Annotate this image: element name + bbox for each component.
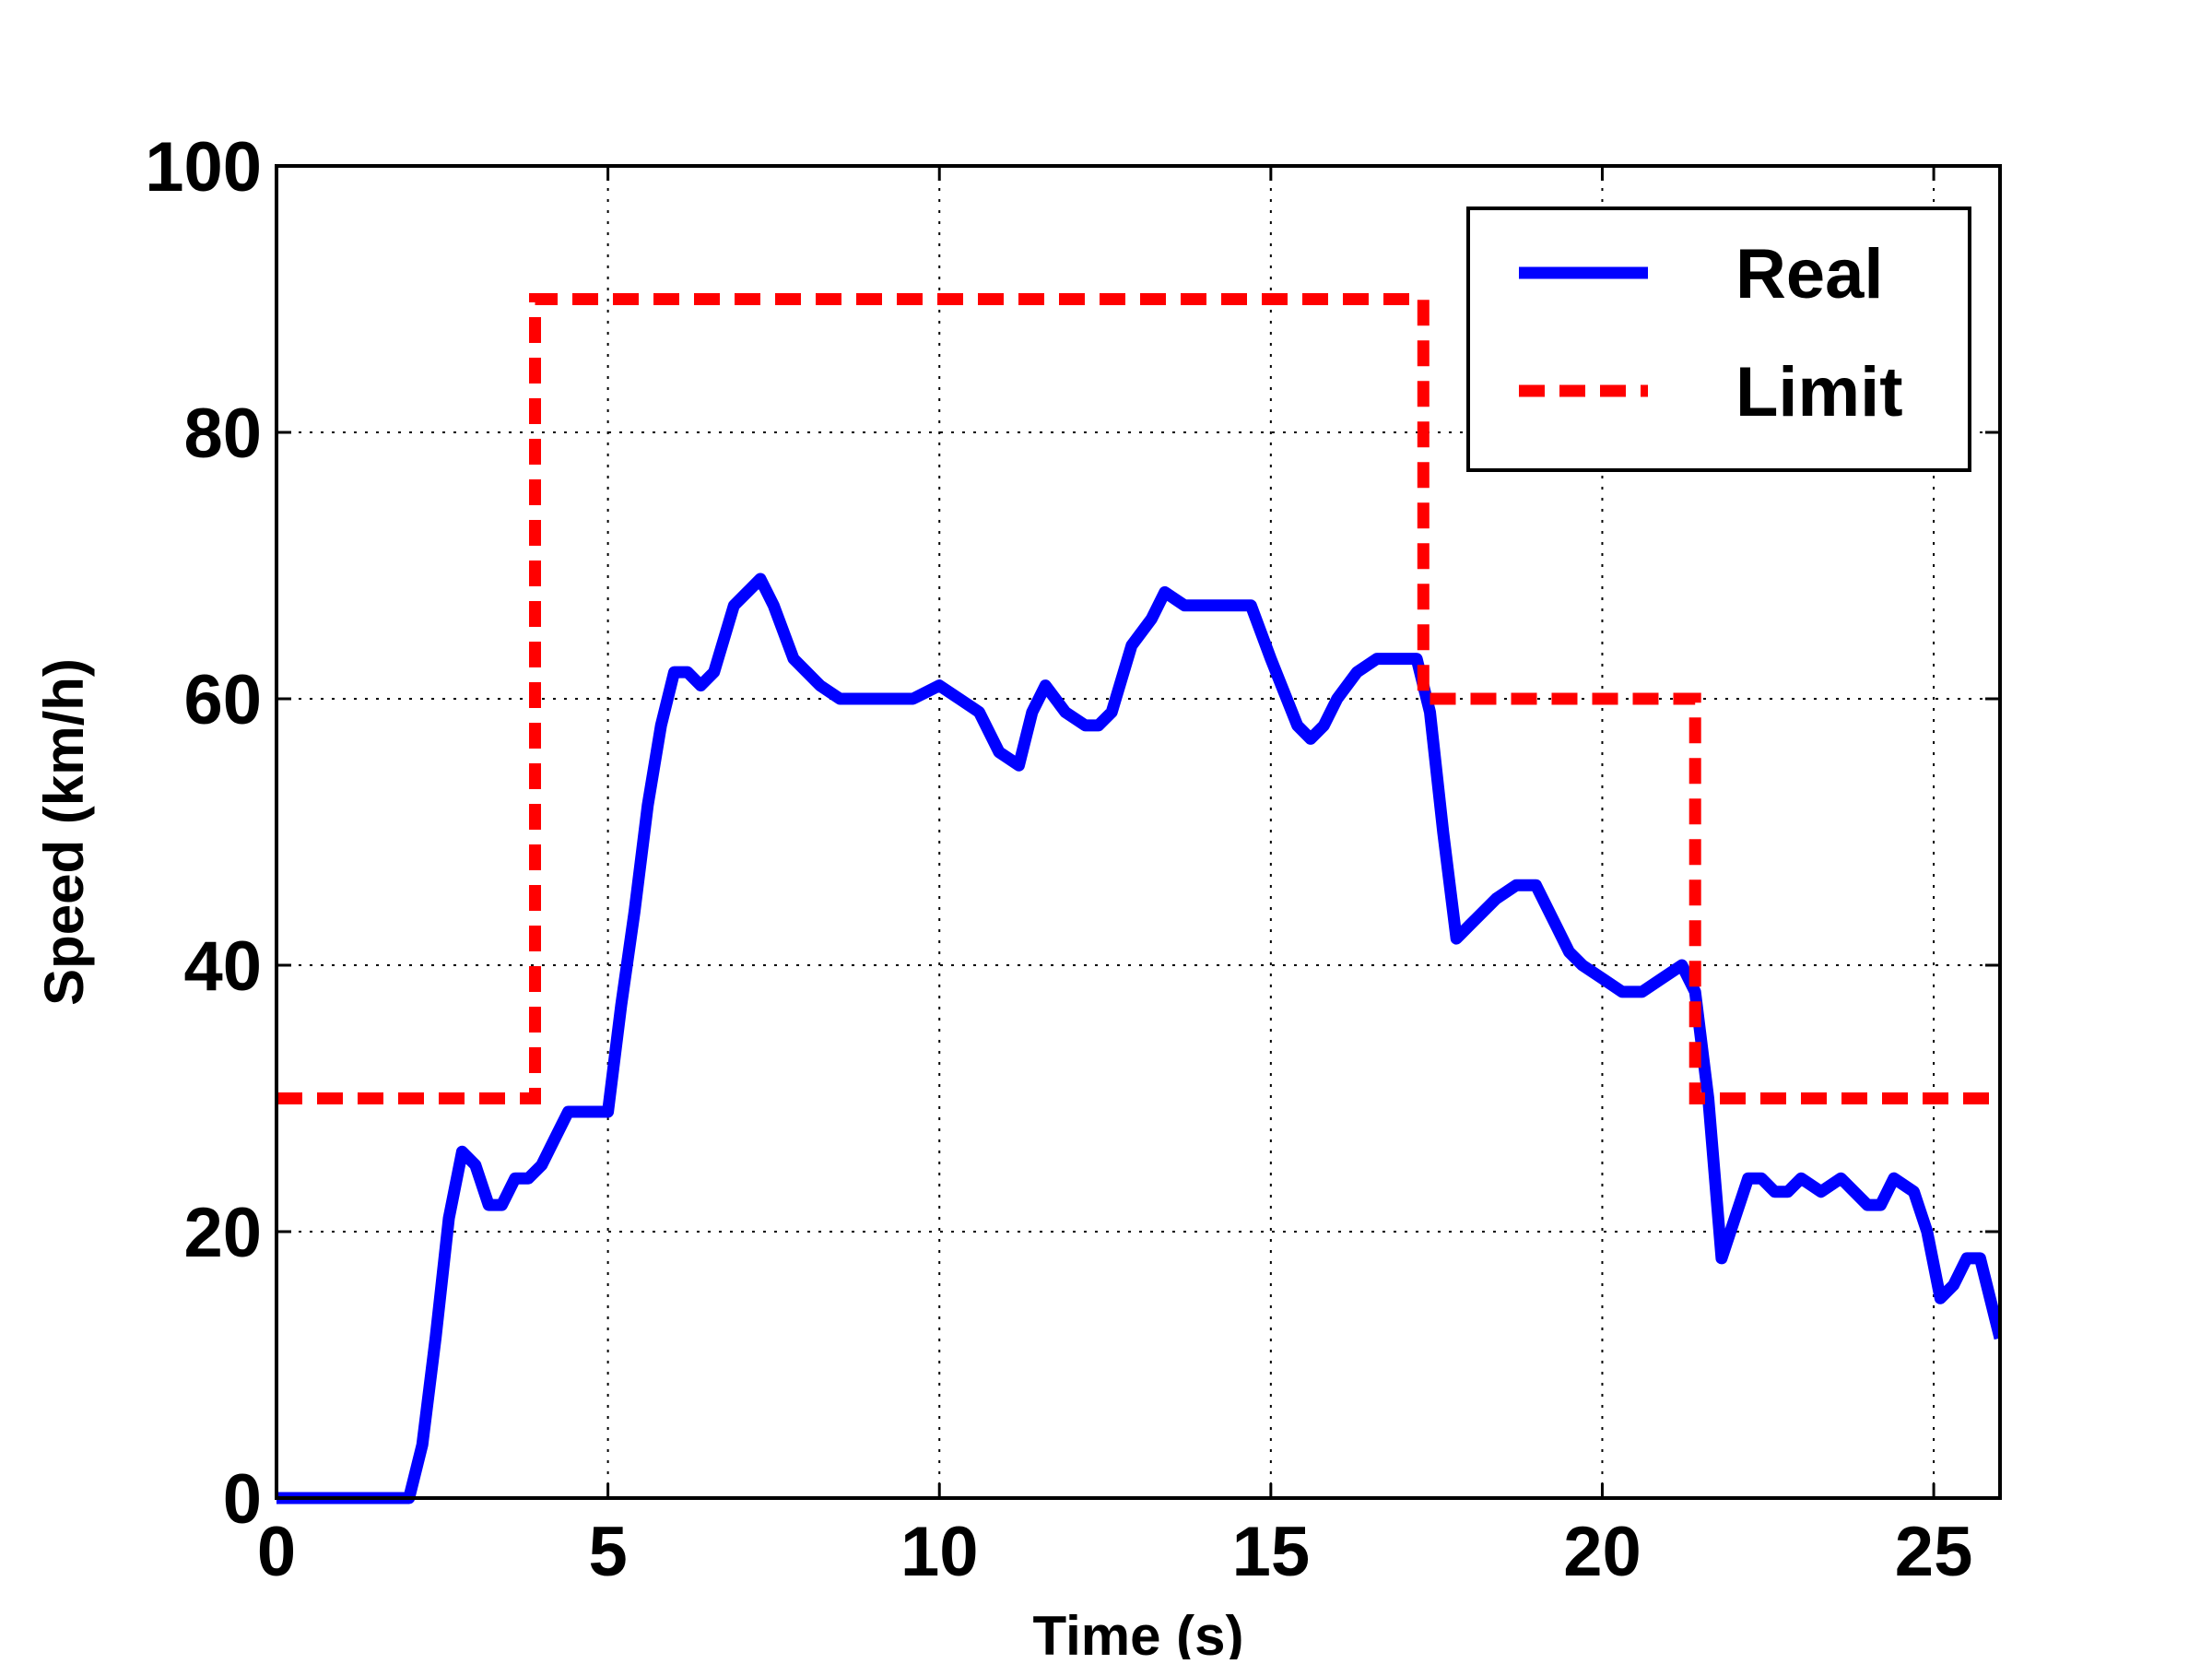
x-tick-label: 5 bbox=[588, 1513, 627, 1591]
x-tick-label: 0 bbox=[257, 1513, 296, 1591]
x-axis-label: Time (s) bbox=[1033, 1605, 1244, 1659]
plot-series bbox=[276, 293, 2000, 1505]
y-tick-label: 40 bbox=[183, 927, 262, 1006]
x-tick-label: 20 bbox=[1563, 1513, 1641, 1591]
x-tick-label: 10 bbox=[900, 1513, 979, 1591]
y-tick-label: 100 bbox=[145, 128, 262, 207]
series-line-real bbox=[276, 572, 2000, 1505]
legend-frame bbox=[1466, 207, 1971, 472]
y-tick-label: 0 bbox=[223, 1460, 262, 1539]
y-axis-label: Speed (km/h) bbox=[33, 658, 95, 1006]
axis-ticks: 0 5 10 15 20 25 0 20 40 60 80 100 bbox=[145, 128, 2000, 1591]
x-tick-label: 25 bbox=[1895, 1513, 1973, 1591]
x-tick-label: 15 bbox=[1232, 1513, 1311, 1591]
legend-label-real: Real bbox=[1735, 235, 1884, 313]
legend-label-limit: Limit bbox=[1735, 353, 1903, 431]
y-tick-label: 20 bbox=[183, 1194, 262, 1272]
y-tick-label: 60 bbox=[183, 661, 262, 739]
plot-frame bbox=[275, 164, 2002, 1500]
y-tick-label: 80 bbox=[183, 395, 262, 473]
legend: Real Limit bbox=[1466, 207, 1971, 472]
